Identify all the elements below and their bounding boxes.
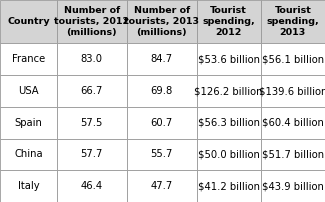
Bar [0, 107, 57, 139]
Text: USA: USA [18, 86, 39, 96]
Text: Number of
tourists, 2012
(millions): Number of tourists, 2012 (millions) [54, 6, 129, 37]
Bar [127, 43, 197, 75]
Text: 84.7: 84.7 [150, 54, 173, 64]
Text: $139.6 billion: $139.6 billion [259, 86, 325, 96]
Text: 83.0: 83.0 [81, 54, 103, 64]
Bar [197, 75, 261, 107]
Bar [261, 139, 325, 170]
Bar [0, 43, 57, 75]
Bar [57, 170, 127, 202]
Bar [261, 170, 325, 202]
Bar [57, 107, 127, 139]
Bar [57, 75, 127, 107]
Text: 69.8: 69.8 [150, 86, 173, 96]
Text: Country: Country [7, 17, 50, 26]
Bar [127, 139, 197, 170]
Text: Number of
tourists, 2013
(millions): Number of tourists, 2013 (millions) [124, 6, 199, 37]
Text: 57.7: 57.7 [81, 149, 103, 159]
Bar [0, 170, 57, 202]
Text: Tourist
spending,
2012: Tourist spending, 2012 [202, 6, 255, 37]
Bar [197, 170, 261, 202]
Bar [127, 170, 197, 202]
Text: 60.7: 60.7 [150, 118, 173, 128]
Text: $51.7 billion: $51.7 billion [262, 149, 324, 159]
Bar [197, 0, 261, 43]
Text: 57.5: 57.5 [81, 118, 103, 128]
Text: 66.7: 66.7 [81, 86, 103, 96]
Text: Italy: Italy [18, 181, 39, 191]
Bar [197, 107, 261, 139]
Text: China: China [14, 149, 43, 159]
Text: $56.1 billion: $56.1 billion [262, 54, 324, 64]
Bar [127, 75, 197, 107]
Bar [261, 75, 325, 107]
Text: Tourist
spending,
2013: Tourist spending, 2013 [266, 6, 319, 37]
Text: $56.3 billion: $56.3 billion [198, 118, 260, 128]
Text: $60.4 billion: $60.4 billion [262, 118, 324, 128]
Text: $43.9 billion: $43.9 billion [262, 181, 324, 191]
Text: Spain: Spain [15, 118, 42, 128]
Bar [57, 139, 127, 170]
Text: France: France [12, 54, 45, 64]
Bar [127, 0, 197, 43]
Bar [261, 107, 325, 139]
Bar [0, 75, 57, 107]
Text: 46.4: 46.4 [81, 181, 103, 191]
Text: 47.7: 47.7 [150, 181, 173, 191]
Bar [261, 43, 325, 75]
Bar [57, 0, 127, 43]
Bar [127, 107, 197, 139]
Text: 55.7: 55.7 [150, 149, 173, 159]
Bar [197, 43, 261, 75]
Bar [261, 0, 325, 43]
Text: $50.0 billion: $50.0 billion [198, 149, 260, 159]
Text: $126.2 billion: $126.2 billion [194, 86, 263, 96]
Bar [57, 43, 127, 75]
Bar [0, 0, 57, 43]
Bar [197, 139, 261, 170]
Bar [0, 139, 57, 170]
Text: $41.2 billion: $41.2 billion [198, 181, 260, 191]
Text: $53.6 billion: $53.6 billion [198, 54, 260, 64]
